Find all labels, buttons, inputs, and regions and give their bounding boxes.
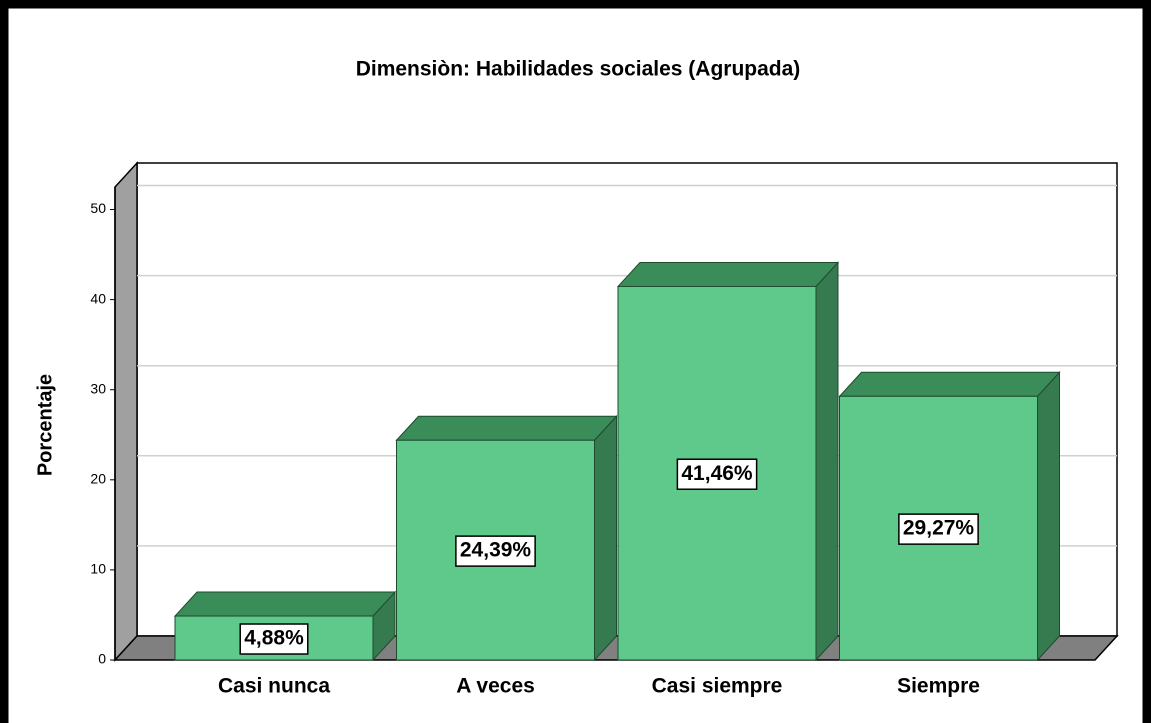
x-tick-label: A veces	[456, 675, 535, 698]
value-label-box	[898, 513, 979, 545]
value-label-box	[455, 535, 536, 567]
y-tick-label: 30	[90, 380, 106, 396]
bar-top	[395, 415, 618, 441]
left-wall	[114, 161, 138, 662]
value-label-box	[239, 623, 309, 655]
bar-top	[616, 261, 840, 287]
bar-top	[173, 591, 397, 617]
bar-side	[1037, 371, 1060, 662]
y-tick-label: 20	[90, 471, 106, 487]
bar-side	[594, 414, 617, 662]
y-tick-label: 50	[90, 200, 106, 216]
value-label: 41,46%	[681, 462, 753, 485]
bar-top	[838, 371, 1061, 397]
y-axis-label: Porcentaje	[34, 374, 56, 476]
value-label: 4,88%	[244, 627, 304, 650]
value-label: 24,39%	[460, 539, 532, 562]
x-tick-label: Siempre	[897, 675, 980, 698]
x-tick-label: Casi siempre	[652, 675, 783, 698]
y-tick-label: 40	[90, 290, 106, 306]
value-label-box	[676, 458, 758, 490]
y-tick-label: 10	[90, 561, 106, 577]
x-tick-label: Casi nunca	[218, 675, 330, 698]
bar-side	[815, 261, 839, 662]
value-label: 29,27%	[903, 517, 975, 540]
y-tick-label: 0	[98, 651, 106, 667]
chart-title: Dimensiòn: Habilidades sociales (Agrupad…	[356, 58, 801, 81]
